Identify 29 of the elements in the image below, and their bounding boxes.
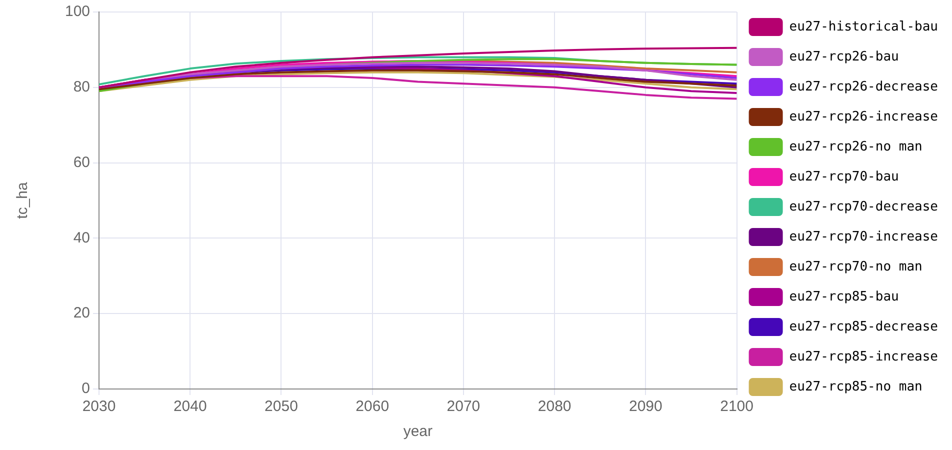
legend-label: eu27-historical-bau (789, 19, 938, 34)
x-tick-label: 2030 (82, 398, 116, 416)
x-tick-label: 2090 (628, 398, 662, 416)
x-tick-label: 2100 (720, 398, 754, 416)
legend-label: eu27-rcp26-bau (789, 49, 899, 64)
x-tick-label: 2050 (264, 398, 298, 416)
x-axis-title: year (403, 423, 433, 440)
y-tick-label: 0 (82, 380, 90, 398)
y-axis-title: tc_ha (14, 182, 32, 219)
x-tick-label: 2080 (538, 398, 572, 416)
legend-label: eu27-rcp85-bau (789, 289, 899, 304)
legend-label: eu27-rcp70-decrease (789, 199, 938, 214)
y-tick-label: 40 (73, 229, 90, 246)
legend-label: eu27-rcp26-decrease (789, 79, 938, 94)
legend-label: eu27-rcp70-no man (789, 259, 922, 274)
legend-label: eu27-rcp26-no man (789, 139, 922, 154)
legend-label: eu27-rcp85-no man (789, 379, 922, 394)
y-tick-label: 100 (64, 3, 90, 20)
x-tick-label: 2040 (173, 398, 207, 416)
legend-label: eu27-rcp85-decrease (789, 319, 938, 334)
y-tick-label: 20 (73, 304, 90, 322)
x-tick-label: 2070 (446, 398, 480, 416)
y-tick-label: 60 (73, 154, 90, 171)
legend-label: eu27-rcp85-increase (789, 349, 938, 364)
x-tick-label: 2060 (356, 398, 390, 416)
legend-label: eu27-rcp70-increase (789, 229, 938, 244)
legend-label: eu27-rcp26-increase (789, 109, 938, 124)
y-tick-label: 80 (73, 78, 90, 96)
legend-label: eu27-rcp70-bau (789, 169, 899, 184)
